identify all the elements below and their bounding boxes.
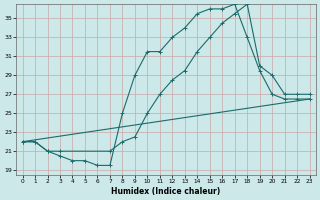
X-axis label: Humidex (Indice chaleur): Humidex (Indice chaleur) <box>111 187 221 196</box>
